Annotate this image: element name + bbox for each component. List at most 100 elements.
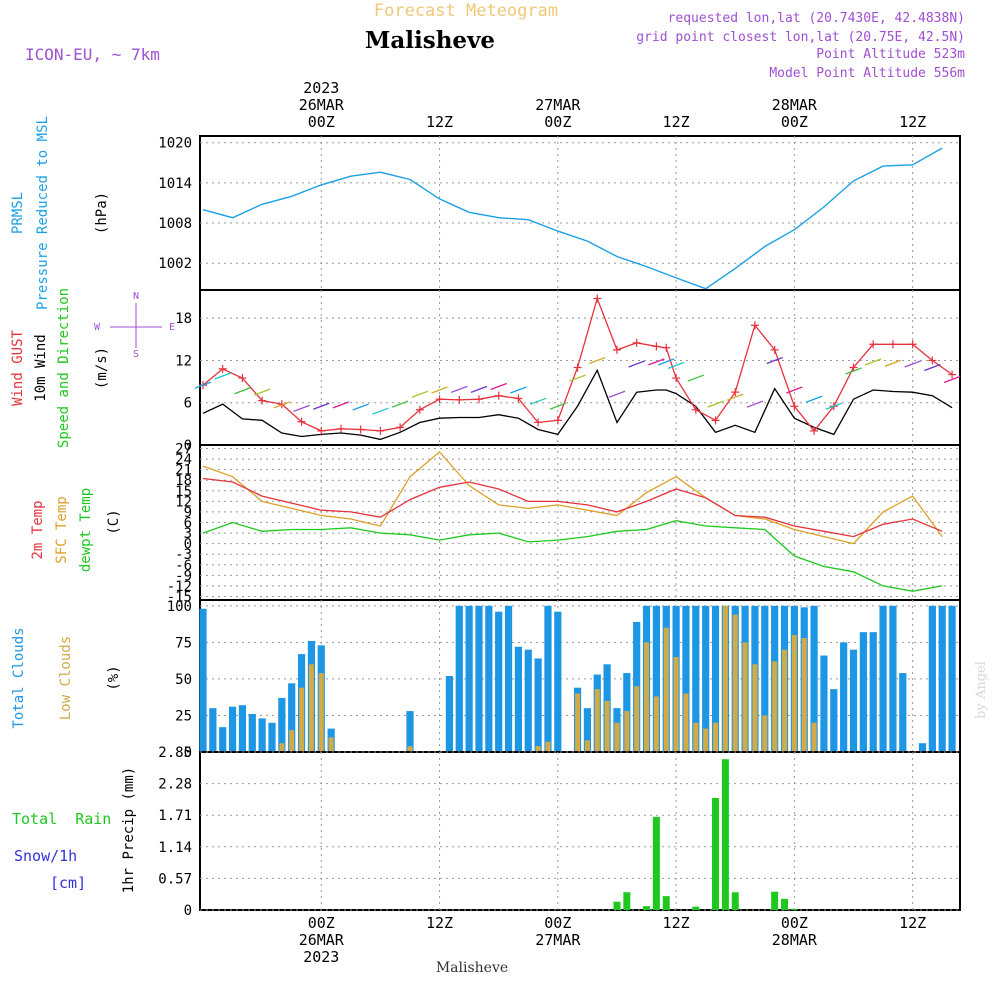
gridpoint-coords: grid point closest lon,lat (20.75E, 42.5… <box>636 30 965 45</box>
temp-tick-label: -9 <box>175 568 192 584</box>
wind-gust-marker <box>218 364 227 373</box>
wind-gust-marker <box>632 338 641 347</box>
wind-gust-marker <box>652 342 661 351</box>
low-cloud-bar <box>673 657 679 752</box>
wind-panel: 18 12 6 0 <box>175 289 961 454</box>
low-cloud-bar <box>713 722 719 752</box>
total-cloud-bar <box>278 697 286 752</box>
total-cloud-bar <box>288 683 296 752</box>
low-cloud-bar <box>299 687 305 752</box>
wind-direction-arrow <box>864 358 882 366</box>
wind-direction-arrow <box>411 390 429 398</box>
clouds-panel: 100 75 50 25 0 <box>167 599 961 761</box>
wind-direction-arrow <box>372 407 389 415</box>
time-label: 00Z <box>781 914 808 932</box>
temp-tick-label: 12 <box>175 494 192 510</box>
wind-direction-arrow <box>490 382 507 391</box>
wind-gust-marker <box>258 396 267 405</box>
pressure-panel: 1020 1014 1008 1002 <box>158 135 961 291</box>
total-cloud-bar <box>583 708 591 752</box>
precip-tick-label: 0 <box>184 903 192 919</box>
time-label: 12Z <box>426 914 453 932</box>
svg-text:N: N <box>133 291 139 302</box>
total-cloud-bar <box>711 605 720 752</box>
precip-bar <box>692 906 700 910</box>
wind-direction-arrow <box>648 358 665 366</box>
wind-direction-arrow <box>273 401 291 409</box>
wind-gust-marker <box>593 294 602 303</box>
wind-gust-marker <box>790 402 799 411</box>
sfc-temp-line <box>202 451 943 545</box>
wind-gust-line <box>202 296 953 432</box>
wind-gust-marker <box>888 340 897 349</box>
compass-icon: N S W E <box>94 291 175 360</box>
wind-direction-arrow <box>253 388 271 396</box>
wind-gust-marker <box>317 426 326 435</box>
wind-direction-arrow <box>825 402 843 410</box>
wind-gust-marker <box>534 418 543 427</box>
wind-label-gust: Wind GUST <box>10 330 26 406</box>
clouds-tick-label: 25 <box>175 708 192 724</box>
wind-direction-arrow <box>608 390 626 398</box>
low-cloud-bar <box>752 664 758 752</box>
time-label: 26MAR <box>299 96 345 114</box>
low-cloud-bar <box>732 614 738 752</box>
total-cloud-bar <box>514 646 522 752</box>
low-cloud-bar <box>604 700 610 752</box>
total-cloud-bar <box>830 689 838 752</box>
wind-speed-line <box>202 368 953 441</box>
wind-direction-arrow <box>687 374 705 382</box>
temp-label-sfc: SFC Temp <box>54 496 70 563</box>
wind-gust-marker <box>415 405 424 414</box>
time-label: 12Z <box>899 113 926 131</box>
wind-direction-arrow <box>766 356 783 365</box>
precip-unit: 1hr Precip (mm) <box>121 767 137 893</box>
time-label: 12Z <box>663 914 690 932</box>
wind-direction-arrow <box>943 375 961 384</box>
wind-direction-arrow <box>431 386 448 394</box>
total-cloud-bar <box>495 611 503 752</box>
wind-gust-marker <box>770 345 779 354</box>
total-cloud-bar <box>879 605 887 752</box>
low-cloud-bar <box>279 743 285 752</box>
svg-text:S: S <box>133 349 139 360</box>
temp-tick-label: 0 <box>184 537 192 553</box>
wind-gust-marker <box>297 417 306 426</box>
temp-tick-label: -6 <box>175 558 192 574</box>
wind-direction-arrow <box>194 381 212 389</box>
precip-bar <box>781 898 789 910</box>
wind-gust-marker <box>908 340 917 349</box>
wind-gust-marker <box>455 395 464 404</box>
total-cloud-bar <box>504 605 513 752</box>
credit-label: by Angel <box>974 661 989 719</box>
total-cloud-bar <box>849 649 858 752</box>
precip-bar <box>771 891 779 910</box>
time-label: 12Z <box>426 113 453 131</box>
wind-direction-arrow <box>707 400 724 408</box>
wind-tick-label: 18 <box>175 311 192 327</box>
wind-direction-arrow <box>884 359 902 367</box>
clouds-unit: (%) <box>106 665 122 690</box>
low-cloud-bar <box>653 696 659 752</box>
pressure-unit: (hPa) <box>94 192 110 234</box>
pressure-tick-label: 1014 <box>158 176 192 192</box>
wind-gust-marker <box>731 388 740 397</box>
total-cloud-bar <box>534 658 542 752</box>
precip-bar <box>623 892 631 910</box>
total-cloud-bar <box>554 611 562 752</box>
wind-gust-marker <box>711 416 720 425</box>
temp-tick-label: 3 <box>184 526 192 542</box>
wind-direction-arrow <box>727 393 744 401</box>
wind-gust-marker <box>750 321 759 330</box>
wind-gust-marker <box>514 394 523 403</box>
point-altitude: Point Altitude 523m <box>816 47 965 62</box>
precip-panel: 2.85 2.28 1.71 1.14 0.57 0 <box>158 745 961 919</box>
precip-bar <box>662 896 670 910</box>
low-cloud-bar <box>545 741 551 752</box>
wind-direction-arrow <box>658 358 675 366</box>
low-cloud-bar <box>801 638 807 752</box>
total-cloud-bar <box>228 706 237 752</box>
wind-gust-marker <box>396 423 405 432</box>
precip-label-cm: [cm] <box>50 874 86 892</box>
